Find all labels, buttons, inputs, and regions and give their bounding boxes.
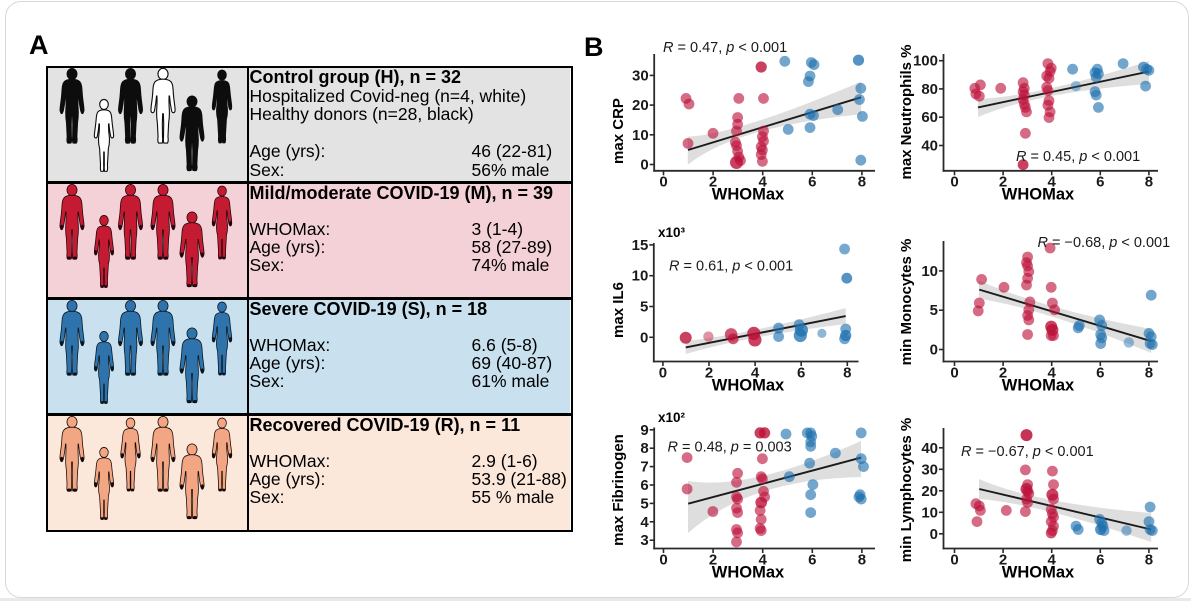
svg-text:10: 10 xyxy=(632,127,649,144)
svg-text:0: 0 xyxy=(950,551,958,568)
svg-text:6: 6 xyxy=(1096,174,1104,191)
svg-text:6: 6 xyxy=(808,551,816,568)
svg-text:0: 0 xyxy=(930,342,938,359)
svg-text:0: 0 xyxy=(930,526,938,543)
svg-text:0: 0 xyxy=(640,157,648,174)
svg-text:2: 2 xyxy=(999,551,1007,568)
svg-text:max Neutrophils %: max Neutrophils % xyxy=(898,44,915,179)
svg-text:x10³: x10³ xyxy=(658,225,686,240)
svg-text:4: 4 xyxy=(640,514,649,531)
svg-text:10: 10 xyxy=(921,263,938,280)
svg-text:2: 2 xyxy=(999,364,1007,381)
svg-text:20: 20 xyxy=(921,483,938,500)
svg-text:7: 7 xyxy=(640,459,648,476)
svg-text:4: 4 xyxy=(1048,174,1057,191)
svg-text:4: 4 xyxy=(1048,551,1057,568)
svg-text:6: 6 xyxy=(797,364,805,381)
svg-text:6: 6 xyxy=(640,477,648,494)
svg-text:x10²: x10² xyxy=(658,410,686,425)
svg-text:2: 2 xyxy=(705,364,713,381)
svg-text:6: 6 xyxy=(1096,551,1104,568)
svg-text:R = 0.61, p < 0.001: R = 0.61, p < 0.001 xyxy=(669,259,793,275)
svg-text:max IL6: max IL6 xyxy=(610,282,627,338)
svg-text:6: 6 xyxy=(1096,364,1104,381)
svg-text:4: 4 xyxy=(759,174,768,191)
svg-text:0: 0 xyxy=(640,329,648,346)
svg-text:WHOMax: WHOMax xyxy=(712,564,785,582)
svg-text:0: 0 xyxy=(659,174,667,191)
svg-text:2: 2 xyxy=(999,174,1007,191)
svg-text:R = −0.67, p < 0.001: R = −0.67, p < 0.001 xyxy=(961,444,1094,460)
svg-text:R = 0.47, p < 0.001: R = 0.47, p < 0.001 xyxy=(663,40,787,56)
svg-text:4: 4 xyxy=(751,364,760,381)
svg-text:40: 40 xyxy=(921,440,938,457)
svg-text:WHOMax: WHOMax xyxy=(712,186,785,204)
svg-text:R = −0.68, p < 0.001: R = −0.68, p < 0.001 xyxy=(1038,235,1171,251)
svg-text:min Monocytes %: min Monocytes % xyxy=(898,239,915,366)
svg-text:5: 5 xyxy=(930,302,938,319)
svg-text:min Lymphocytes %: min Lymphocytes % xyxy=(898,418,915,562)
svg-text:30: 30 xyxy=(632,67,649,84)
svg-text:4: 4 xyxy=(1048,364,1057,381)
svg-text:WHOMax: WHOMax xyxy=(1002,377,1075,395)
svg-text:10: 10 xyxy=(632,268,649,285)
svg-text:20: 20 xyxy=(632,97,649,114)
svg-text:5: 5 xyxy=(640,495,648,512)
svg-text:30: 30 xyxy=(921,461,938,478)
svg-text:8: 8 xyxy=(1145,364,1153,381)
svg-text:0: 0 xyxy=(659,364,667,381)
svg-text:R = 0.48, p = 0.003: R = 0.48, p = 0.003 xyxy=(668,440,792,456)
svg-text:0: 0 xyxy=(950,174,958,191)
svg-text:15: 15 xyxy=(632,237,649,254)
svg-text:40: 40 xyxy=(921,138,938,155)
svg-text:8: 8 xyxy=(858,551,866,568)
svg-text:R = 0.45, p < 0.001: R = 0.45, p < 0.001 xyxy=(1016,149,1140,165)
svg-text:4: 4 xyxy=(759,551,768,568)
svg-text:3: 3 xyxy=(640,532,648,549)
svg-text:WHOMax: WHOMax xyxy=(1002,564,1075,582)
svg-text:0: 0 xyxy=(950,364,958,381)
svg-text:8: 8 xyxy=(1145,551,1153,568)
svg-text:WHOMax: WHOMax xyxy=(712,377,785,395)
svg-text:2: 2 xyxy=(709,174,717,191)
svg-text:5: 5 xyxy=(640,299,648,316)
svg-text:8: 8 xyxy=(1145,174,1153,191)
svg-text:100: 100 xyxy=(913,53,938,70)
svg-text:WHOMax: WHOMax xyxy=(1002,186,1075,204)
svg-text:80: 80 xyxy=(921,81,938,98)
svg-text:10: 10 xyxy=(921,504,938,521)
svg-text:8: 8 xyxy=(858,174,866,191)
svg-text:max Fibrinogen: max Fibrinogen xyxy=(610,434,627,546)
svg-text:max CRP: max CRP xyxy=(610,98,627,164)
svg-text:2: 2 xyxy=(709,551,717,568)
svg-text:8: 8 xyxy=(640,440,648,457)
svg-text:6: 6 xyxy=(808,174,816,191)
svg-text:9: 9 xyxy=(640,422,648,439)
svg-text:8: 8 xyxy=(843,364,851,381)
svg-text:60: 60 xyxy=(921,109,938,126)
svg-text:0: 0 xyxy=(659,551,667,568)
